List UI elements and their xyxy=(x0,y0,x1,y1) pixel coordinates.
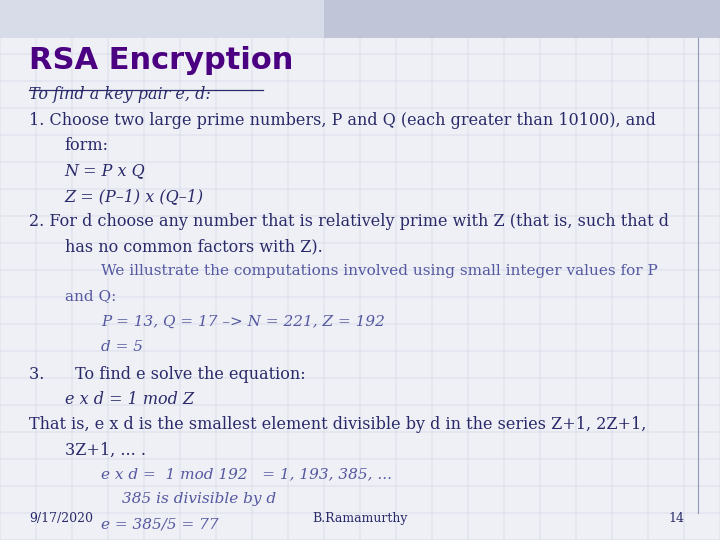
Bar xyxy=(324,0,720,38)
Text: 3Z+1, ... .: 3Z+1, ... . xyxy=(65,442,145,458)
Text: To find a key pair e, d:: To find a key pair e, d: xyxy=(29,86,210,103)
Text: d = 5: d = 5 xyxy=(101,340,143,354)
Text: e x d =  1 mod 192   = 1, 193, 385, ...: e x d = 1 mod 192 = 1, 193, 385, ... xyxy=(101,467,392,481)
Text: 1. Choose two large prime numbers, P and Q (each greater than 10100), and: 1. Choose two large prime numbers, P and… xyxy=(29,112,656,129)
Text: 385 is divisible by d: 385 is divisible by d xyxy=(122,492,276,507)
Bar xyxy=(0,0,720,38)
Text: We illustrate the computations involved using small integer values for P: We illustrate the computations involved … xyxy=(101,264,657,278)
Text: has no common factors with Z).: has no common factors with Z). xyxy=(65,239,323,255)
Text: 3.      To find e solve the equation:: 3. To find e solve the equation: xyxy=(29,366,305,382)
Text: 14: 14 xyxy=(668,512,684,525)
Text: P = 13, Q = 17 –> N = 221, Z = 192: P = 13, Q = 17 –> N = 221, Z = 192 xyxy=(101,315,384,329)
Text: Z = (P–1) x (Q–1): Z = (P–1) x (Q–1) xyxy=(65,188,204,205)
Text: RSA Encryption: RSA Encryption xyxy=(29,46,293,75)
Text: B.Ramamurthy: B.Ramamurthy xyxy=(312,512,408,525)
Text: and Q:: and Q: xyxy=(65,289,116,303)
Text: form:: form: xyxy=(65,137,109,154)
Text: N = P x Q: N = P x Q xyxy=(65,163,145,179)
Text: That is, e x d is the smallest element divisible by d in the series Z+1, 2Z+1,: That is, e x d is the smallest element d… xyxy=(29,416,646,433)
Text: e = 385/5 = 77: e = 385/5 = 77 xyxy=(101,518,218,532)
Text: e x d = 1 mod Z: e x d = 1 mod Z xyxy=(65,391,194,408)
Text: 9/17/2020: 9/17/2020 xyxy=(29,512,93,525)
Text: 2. For d choose any number that is relatively prime with Z (that is, such that d: 2. For d choose any number that is relat… xyxy=(29,213,669,230)
